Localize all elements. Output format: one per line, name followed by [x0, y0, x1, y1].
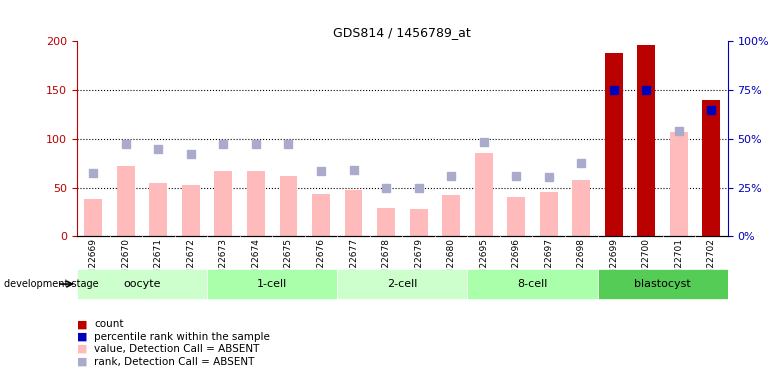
Bar	[507, 197, 525, 236]
FancyBboxPatch shape	[77, 269, 207, 299]
Bar	[345, 190, 363, 236]
FancyBboxPatch shape	[598, 269, 728, 299]
FancyBboxPatch shape	[337, 269, 467, 299]
Bar	[410, 209, 427, 236]
FancyBboxPatch shape	[467, 269, 598, 299]
Text: value, Detection Call = ABSENT: value, Detection Call = ABSENT	[94, 344, 259, 354]
Bar	[475, 153, 493, 236]
Bar	[540, 192, 557, 236]
Text: ■: ■	[77, 344, 88, 354]
Bar	[638, 45, 655, 236]
Bar	[572, 180, 590, 236]
Bar	[247, 171, 265, 236]
Bar	[670, 132, 688, 236]
Text: ■: ■	[77, 357, 88, 366]
Text: 1-cell: 1-cell	[257, 279, 287, 289]
Text: ■: ■	[77, 332, 88, 342]
Bar	[280, 176, 297, 236]
Bar	[702, 100, 720, 236]
FancyBboxPatch shape	[207, 269, 337, 299]
Text: rank, Detection Call = ABSENT: rank, Detection Call = ABSENT	[94, 357, 254, 366]
Text: ■: ■	[77, 320, 88, 329]
Bar	[149, 183, 167, 236]
Text: percentile rank within the sample: percentile rank within the sample	[94, 332, 270, 342]
Bar	[85, 199, 102, 236]
Bar	[442, 195, 460, 236]
Title: GDS814 / 1456789_at: GDS814 / 1456789_at	[333, 26, 471, 39]
Bar	[182, 184, 199, 236]
Text: 8-cell: 8-cell	[517, 279, 547, 289]
Bar	[377, 208, 395, 236]
Text: 2-cell: 2-cell	[387, 279, 417, 289]
Bar	[312, 194, 330, 236]
Text: blastocyst: blastocyst	[634, 279, 691, 289]
Bar	[215, 171, 233, 236]
Bar	[702, 100, 720, 236]
Bar	[605, 53, 623, 236]
Text: development stage: development stage	[4, 279, 99, 289]
Bar	[117, 166, 135, 236]
Text: count: count	[94, 320, 123, 329]
Text: oocyte: oocyte	[123, 279, 161, 289]
